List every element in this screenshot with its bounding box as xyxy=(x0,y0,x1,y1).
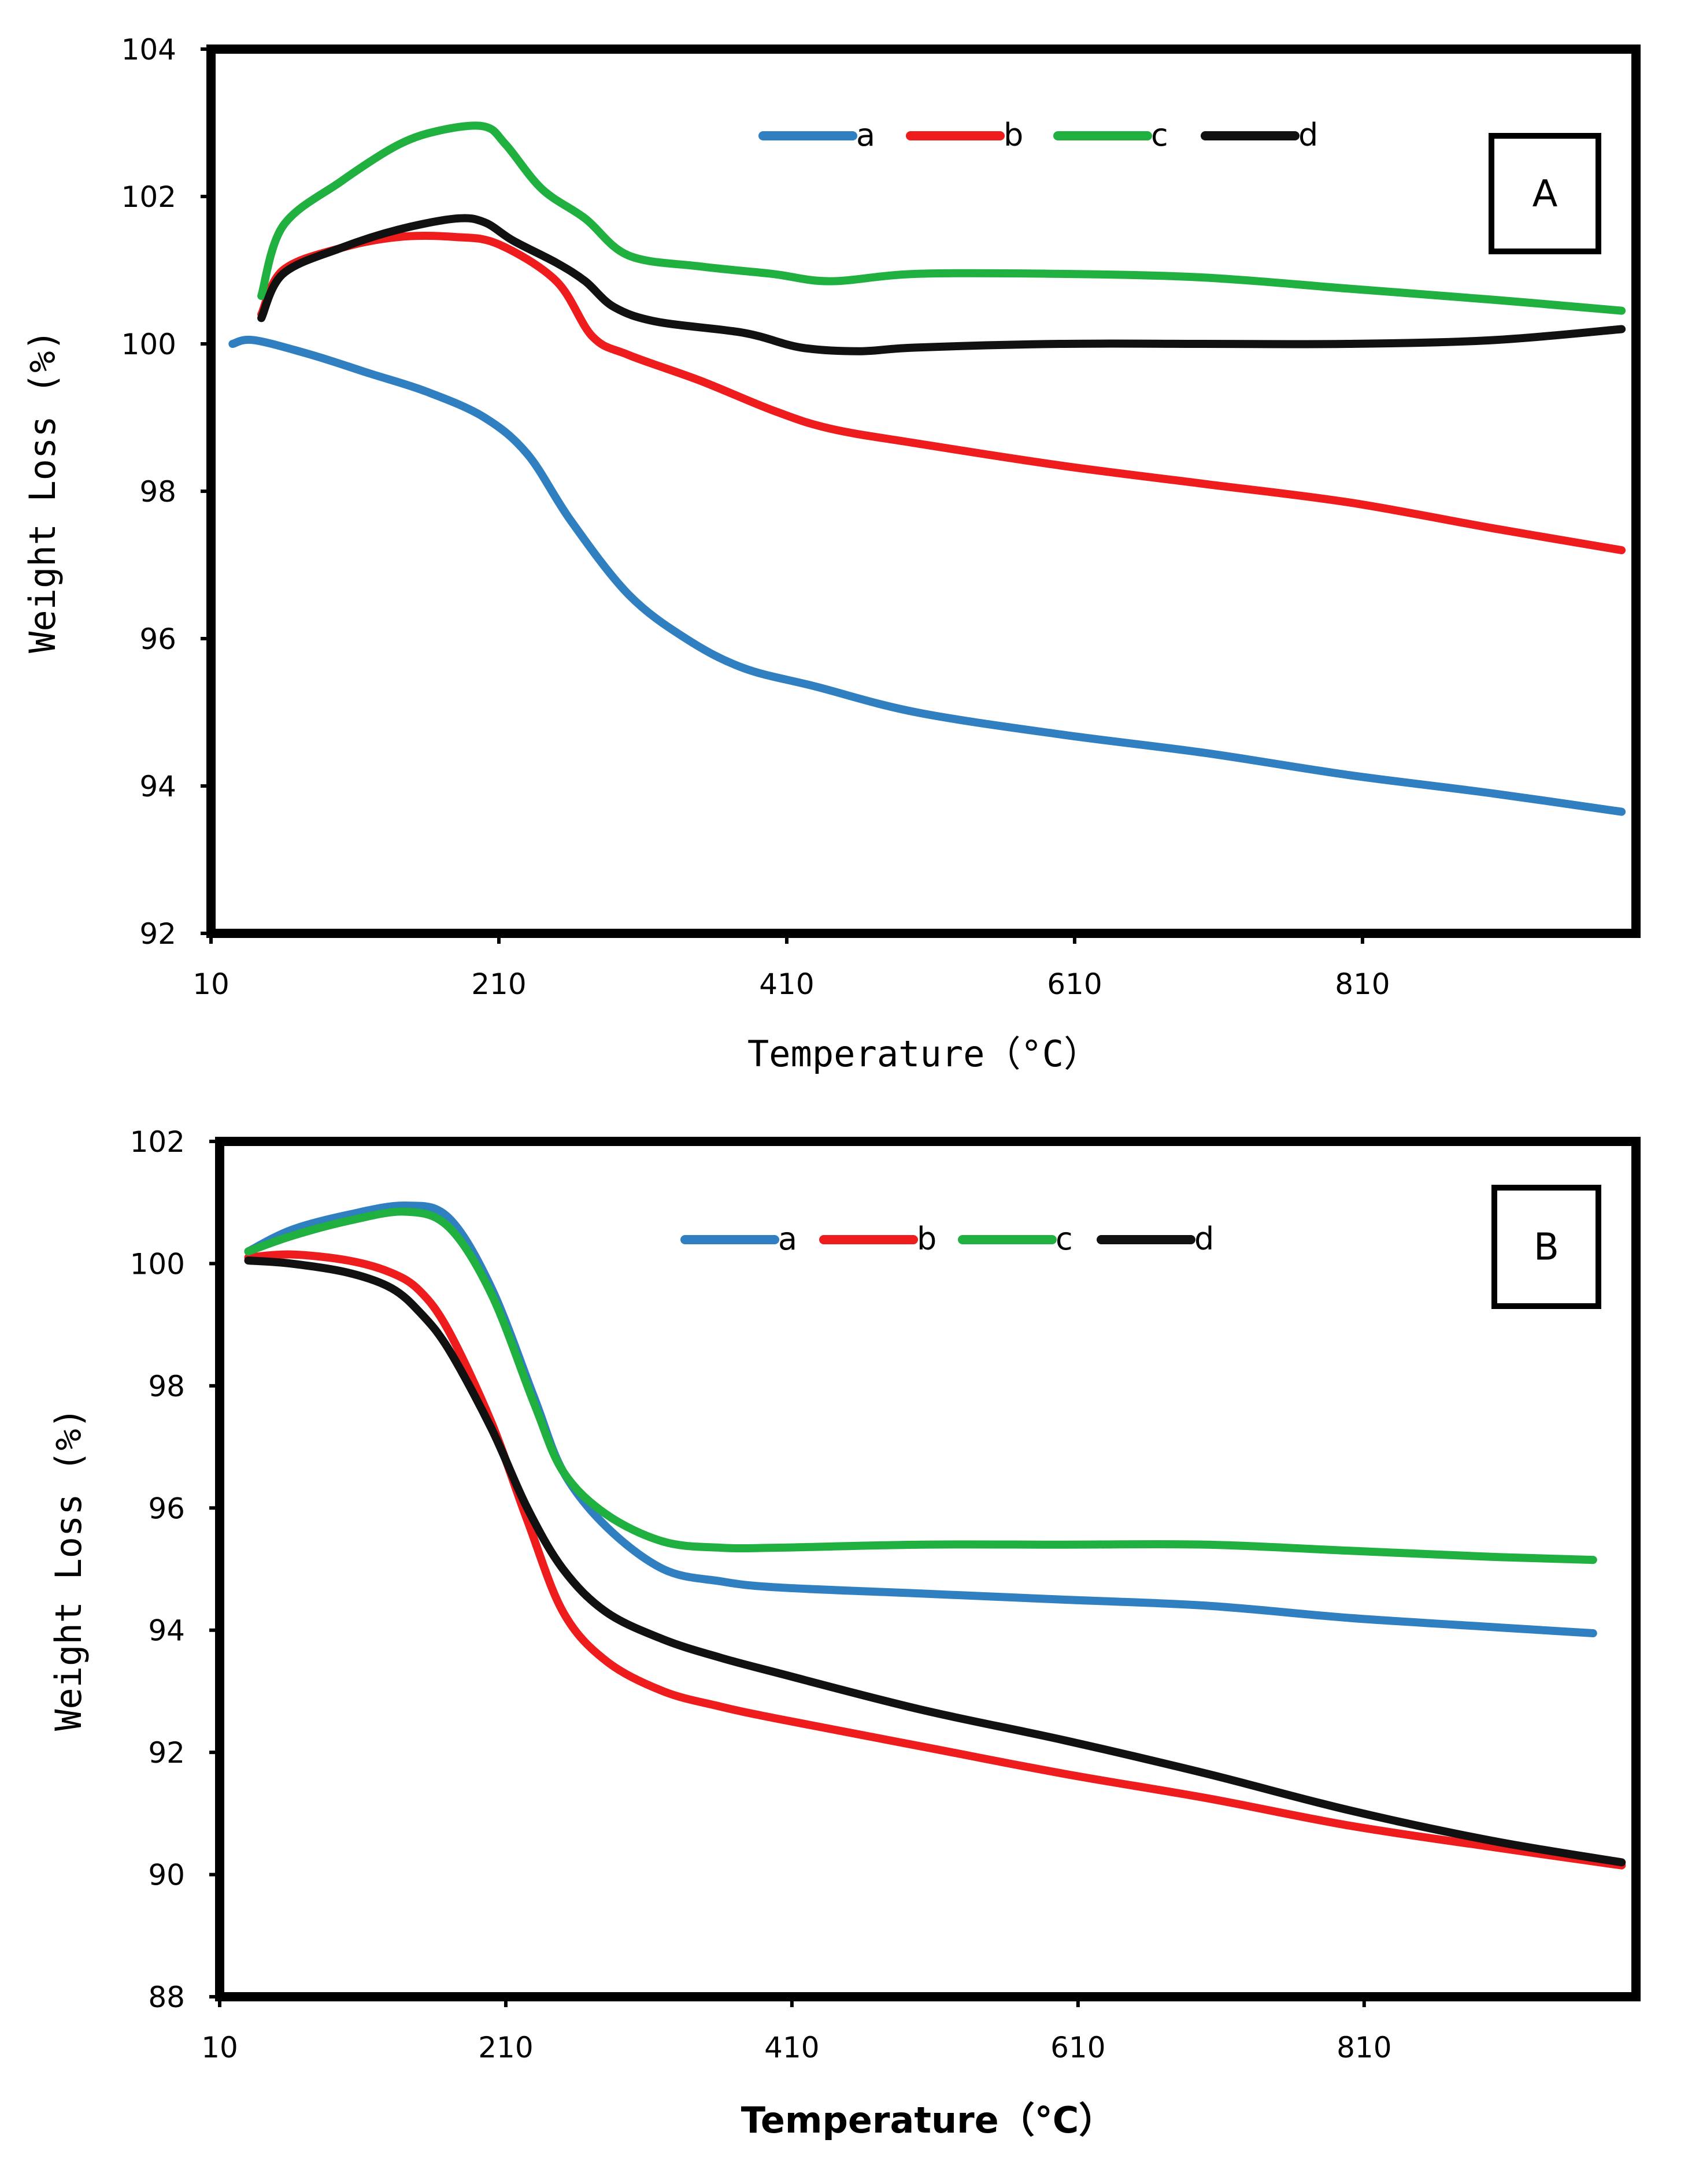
panel-a-x-tick-label: 810 xyxy=(1335,967,1390,1001)
panel-a-y-tick-label: 104 xyxy=(121,33,176,66)
panel-b-x-axis-label: Temperature（°C） xyxy=(741,2099,1115,2141)
panel-a-annotation-label: A xyxy=(1532,173,1558,216)
panel-a-y-axis-label: Weight Loss (%) xyxy=(21,329,64,653)
panel-a-series-b-line xyxy=(257,232,1626,554)
panel-b-x-tick-label: 410 xyxy=(764,2031,819,2064)
panel-b-series-d-line xyxy=(244,1256,1626,1867)
panel-a-x-tick-label: 10 xyxy=(193,967,229,1001)
panel-b-legend-label-a: a xyxy=(778,1221,797,1257)
panel-a-series-a-line xyxy=(228,335,1626,816)
panel-b-y-tick-label: 98 xyxy=(148,1370,185,1403)
panel-a-x-tick-label: 610 xyxy=(1047,967,1102,1001)
panel-a-series-c-line xyxy=(257,121,1626,315)
panel-a-x-tick-label: 410 xyxy=(759,967,814,1001)
panel-b-legend-label-d: d xyxy=(1194,1221,1214,1257)
panel-a-legend-label-a: a xyxy=(856,117,875,153)
panel-b-x-tick-label: 210 xyxy=(478,2031,533,2064)
panel-a-legend-label-b: b xyxy=(1004,117,1023,153)
panel-a-y-tick-label: 102 xyxy=(121,180,176,214)
panel-b-y-tick-label: 90 xyxy=(148,1859,185,1892)
panel-b-y-axis-label: Weight Loss (%) xyxy=(47,1407,90,1731)
panel-b-y-tick-label: 94 xyxy=(148,1614,185,1648)
panel-b-series-b-line xyxy=(244,1250,1626,1870)
panel-a-series-d-line xyxy=(257,214,1626,355)
panel-a-y-tick-label: 96 xyxy=(139,622,176,656)
panel-b-x-tick-label: 810 xyxy=(1337,2031,1391,2064)
panel-b-x-tick-label: 10 xyxy=(201,2031,238,2064)
panel-b-legend-label-b: b xyxy=(917,1221,936,1257)
panel-a-y-tick-label: 98 xyxy=(139,475,176,509)
panel-a-legend-label-c: c xyxy=(1151,117,1168,153)
panel-a-x-tick-label: 210 xyxy=(471,967,526,1001)
panel-a-plot-frame xyxy=(206,45,1641,938)
panel-b-y-tick-label: 92 xyxy=(148,1736,185,1770)
panel-b-annotation-label: B xyxy=(1534,1226,1559,1269)
panel-b-y-tick-label: 102 xyxy=(130,1125,185,1159)
panel-a: 92 94 96 98 100 102 104 10 210 410 610 810 Temperatu… xyxy=(21,33,1641,1075)
panel-a-y-tick-label: 94 xyxy=(139,770,176,803)
panel-b-plot-frame xyxy=(215,1137,1641,2001)
panel-b-series-a-line xyxy=(244,1201,1597,1637)
panel-b-x-tick-label: 610 xyxy=(1050,2031,1105,2064)
panel-b-series-c-line xyxy=(244,1207,1597,1564)
panel-b-y-tick-label: 88 xyxy=(148,1981,185,2014)
panel-a-y-tick-label: 100 xyxy=(121,328,176,361)
panel-a-y-tick-label: 92 xyxy=(139,917,176,951)
panel-b-legend-label-c: c xyxy=(1056,1221,1073,1257)
panel-b-y-tick-label: 100 xyxy=(130,1247,185,1281)
panel-b-y-tick-label: 96 xyxy=(148,1492,185,1525)
panel-a-legend-label-d: d xyxy=(1298,117,1318,153)
panel-a-x-axis-label: Temperature（°C） xyxy=(747,1033,1100,1075)
panel-b-annotation-box xyxy=(1491,1185,1601,1309)
panel-a-annotation-box xyxy=(1489,133,1601,254)
panel-b: 88 90 92 94 96 98 100 102 10 210 410 610 810 Temperat… xyxy=(47,1125,1641,2141)
